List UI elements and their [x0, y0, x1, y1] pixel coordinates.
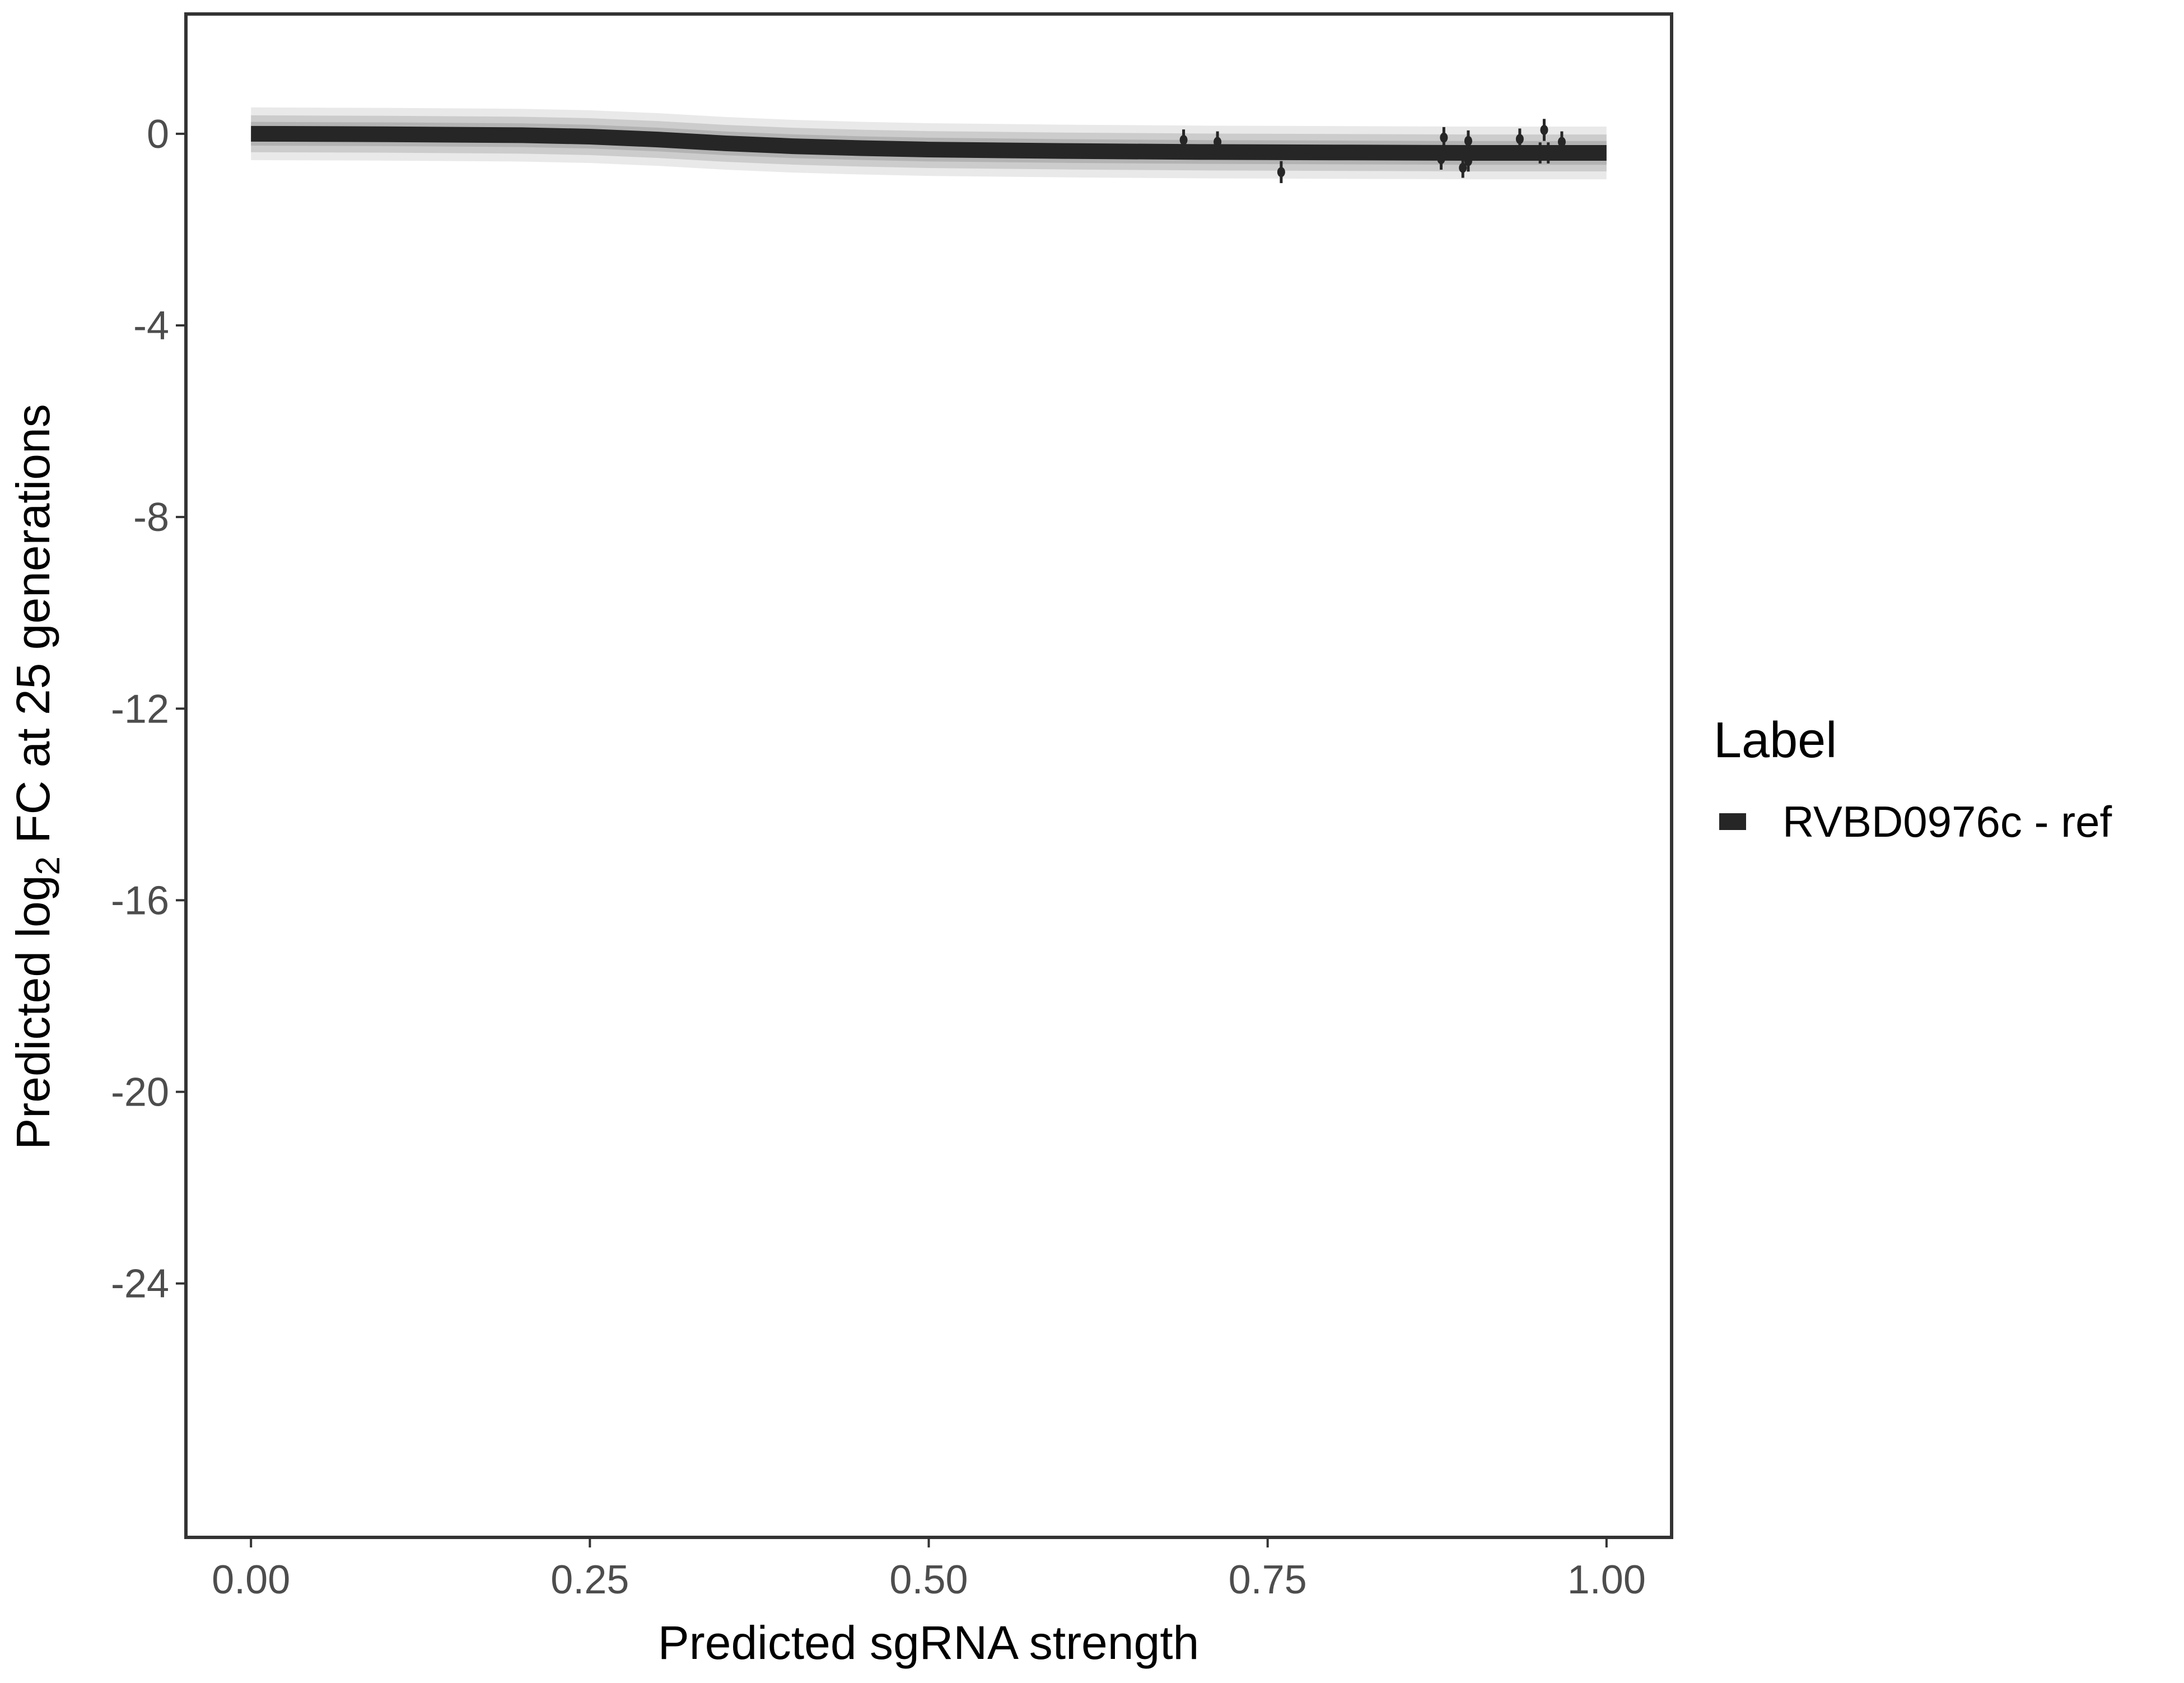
legend-key-line [1719, 813, 1746, 830]
fit-line [251, 125, 1607, 161]
data-point [1536, 142, 1544, 164]
y-tick-label: 0 [147, 112, 169, 157]
y-tick-label: -12 [111, 687, 169, 731]
legend: Label RVBD0976c - ref [1714, 712, 2112, 846]
data-point [1459, 157, 1467, 178]
legend-entry-label: RVBD0976c - ref [1782, 797, 2112, 846]
legend-title: Label [1714, 712, 1837, 768]
point-marker [1557, 137, 1566, 147]
point-marker [1464, 136, 1472, 146]
y-axis-title-part: Predicted log [7, 875, 59, 1149]
data-point [1179, 129, 1188, 151]
y-axis-title: Predicted log2 FC at 25 generations [7, 404, 67, 1150]
y-tick-label: -16 [111, 878, 169, 923]
point-marker [1277, 167, 1285, 178]
plot-area [251, 107, 1607, 183]
data-point [1557, 131, 1566, 153]
y-axis: 0 -4 -8 -12 -16 -20 -24 [111, 112, 186, 1307]
point-marker [1459, 162, 1467, 173]
x-tick-label: 1.00 [1567, 1558, 1646, 1602]
data-point [1464, 130, 1472, 152]
data-point [1214, 131, 1222, 153]
data-point [1440, 127, 1448, 148]
point-marker [1464, 156, 1472, 166]
point-marker [1540, 124, 1548, 135]
panel-border [184, 12, 1673, 1539]
y-axis-title-subscript: 2 [29, 856, 67, 875]
y-axis-title-part: FC at 25 generations [7, 404, 59, 856]
data-point [1277, 161, 1285, 183]
data-point [1515, 128, 1524, 150]
point-marker [1179, 134, 1188, 145]
x-tick-label: 0.75 [1229, 1558, 1307, 1602]
point-marker [1544, 148, 1552, 158]
point-marker [1536, 148, 1544, 158]
x-tick-label: 0.50 [889, 1558, 968, 1602]
point-marker [1437, 154, 1445, 165]
x-tick-label: 0.25 [550, 1558, 629, 1602]
x-axis: 0.00 0.25 0.50 0.75 1.00 [212, 1537, 1646, 1602]
y-tick-label: -20 [111, 1070, 169, 1115]
data-point [1464, 150, 1472, 172]
point-marker [1440, 132, 1448, 143]
point-marker [1214, 137, 1222, 147]
y-tick-label: -8 [133, 495, 169, 540]
y-tick-label: -24 [111, 1262, 169, 1307]
data-point [1540, 119, 1548, 141]
data-point [1437, 148, 1445, 170]
x-axis-title: Predicted sgRNA strength [658, 1616, 1200, 1669]
data-point [1544, 142, 1552, 164]
y-tick-label: -4 [133, 304, 169, 348]
point-marker [1515, 134, 1524, 144]
x-tick-label: 0.00 [212, 1558, 290, 1602]
